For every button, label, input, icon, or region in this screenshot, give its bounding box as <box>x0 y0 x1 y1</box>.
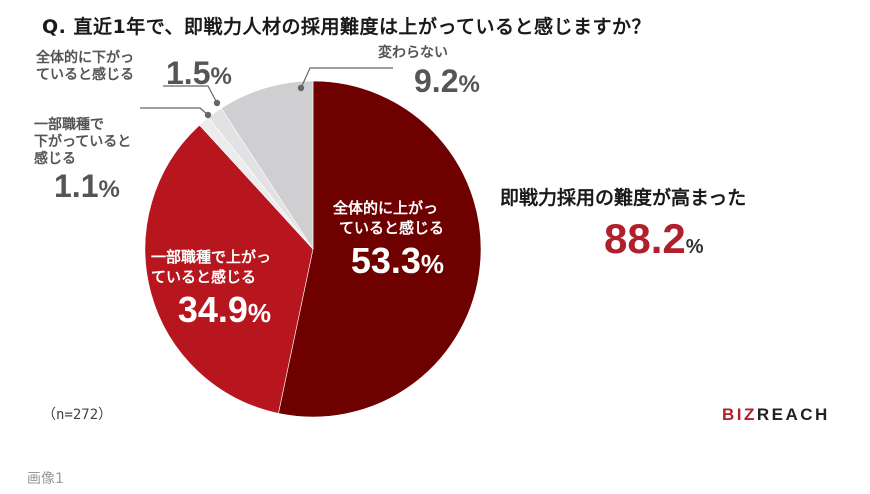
label-value: 1.1% <box>54 168 120 205</box>
label-up-all: 全体的に上がっ ていると感じる 53.3% <box>333 199 444 285</box>
label-value: 34.9% <box>177 289 272 330</box>
chart-title: Q. 直近1年で、即戦力人材の採用難度は上がっていると感じますか？ <box>42 16 651 38</box>
label-text: ていると感じる <box>36 66 134 83</box>
sample-size: （n=272） <box>42 407 113 423</box>
label-value: 1.5% <box>166 55 232 91</box>
label-text: 一部職種で <box>34 117 104 133</box>
label-down-some: 一部職種で 下がっていると 感じる 1.1% <box>34 117 131 206</box>
summary-value: 88.2% <box>604 215 704 262</box>
label-text: ていると感じる <box>151 267 257 286</box>
slice-up-all <box>278 80 482 418</box>
slice-up-some <box>144 124 314 414</box>
label-text: 感じる <box>34 150 76 167</box>
label-text: 全体的に上がっ <box>333 199 439 217</box>
label-text: ていると感じる <box>339 218 445 237</box>
summary-text: 即戦力採用の難度が高まった <box>500 187 747 209</box>
label-up-some: 一部職種で上がっ ていると感じる 34.9% <box>151 248 271 334</box>
label-text: 変わらない <box>378 45 448 61</box>
label-text: 全体的に下がっ <box>36 50 134 66</box>
label-value: 9.2% <box>414 62 480 99</box>
label-text: 一部職種で上がっ <box>151 248 272 266</box>
label-value: 53.3% <box>350 240 445 281</box>
label-same: 変わらない 9.2% <box>378 45 480 100</box>
slice-same <box>220 80 314 251</box>
leader-lines <box>140 67 393 116</box>
image-caption: 画像1 <box>27 471 64 487</box>
label-down-all: 全体的に下がっ ていると感じる 1.5% <box>36 50 232 91</box>
leader-dots <box>204 84 305 119</box>
bizreach-logo: BIZREACH <box>722 405 830 424</box>
label-text: 下がっていると <box>34 133 132 150</box>
